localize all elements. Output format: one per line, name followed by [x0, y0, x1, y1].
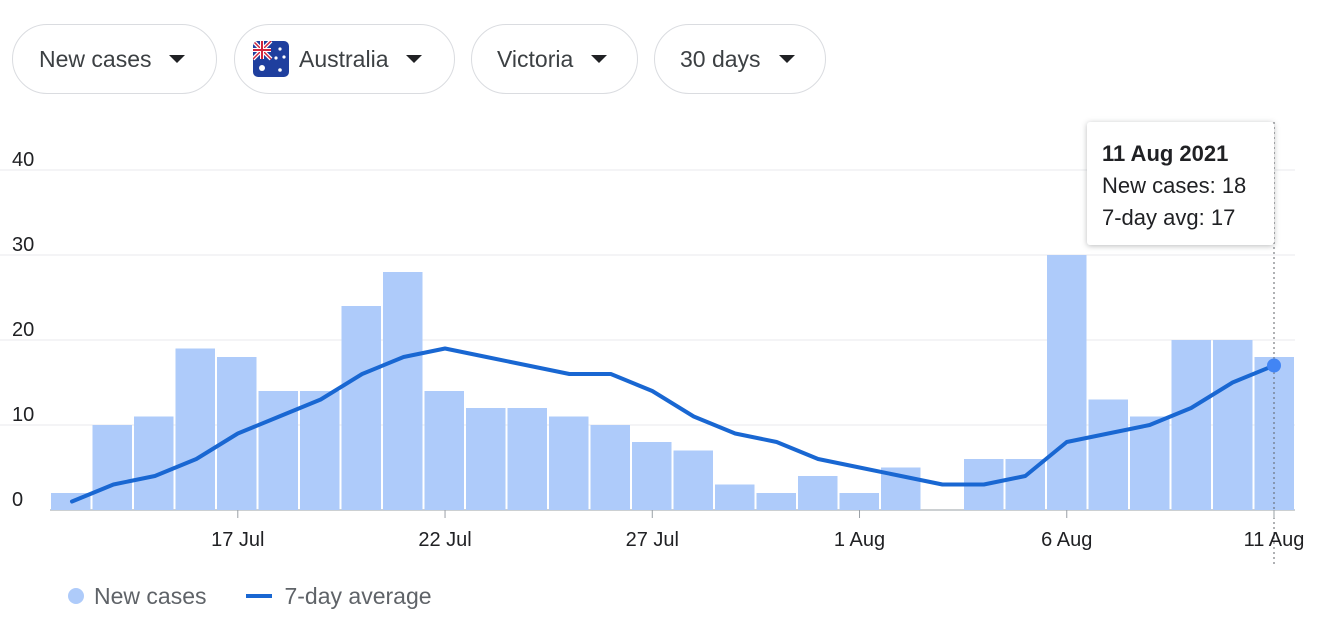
- chevron-down-icon: [778, 55, 795, 63]
- bar-new-cases: [175, 348, 215, 510]
- chevron-down-icon: [591, 55, 608, 63]
- legend-item-average: 7-day average: [246, 582, 432, 610]
- y-axis-ticks: 0 10 20 30 40: [12, 149, 34, 511]
- x-tick-label: 22 Jul: [418, 529, 471, 551]
- legend-label-new-cases: New cases: [94, 582, 207, 609]
- bar-new-cases: [1130, 416, 1170, 510]
- x-tick-label: 17 Jul: [211, 529, 264, 551]
- bar-new-cases: [466, 408, 506, 510]
- bar-new-cases: [300, 391, 340, 510]
- tooltip-average: 7-day avg: 17: [1102, 205, 1236, 230]
- bar-new-cases: [632, 442, 672, 510]
- legend-item-new-cases: New cases: [68, 583, 206, 610]
- region-dropdown-label: Victoria: [497, 45, 574, 72]
- country-dropdown-label: Australia: [299, 45, 389, 72]
- bar-new-cases: [839, 493, 879, 510]
- bar-new-cases: [424, 391, 464, 510]
- bar-new-cases: [1047, 255, 1087, 510]
- x-tick-label: 6 Aug: [1041, 529, 1092, 551]
- australia-flag-icon: [253, 41, 289, 77]
- period-dropdown[interactable]: 30 days: [654, 24, 826, 94]
- bar-new-cases: [507, 408, 547, 510]
- bar-new-cases: [673, 450, 713, 510]
- y-tick-label: 10: [12, 404, 34, 426]
- tooltip-date: 11 Aug 2021: [1102, 141, 1229, 166]
- highlight-point: [1267, 358, 1281, 373]
- region-dropdown[interactable]: Victoria: [471, 24, 638, 94]
- average-line: [70, 346, 1276, 504]
- y-tick-label: 30: [12, 234, 34, 256]
- metric-dropdown[interactable]: New cases: [12, 24, 217, 94]
- seven-day-average-line: [70, 122, 1281, 565]
- chevron-down-icon: [169, 55, 186, 63]
- bar-new-cases: [1088, 399, 1128, 510]
- bar-new-cases: [383, 272, 423, 510]
- bar-new-cases: [715, 484, 755, 510]
- bar-new-cases: [92, 425, 132, 510]
- bar-new-cases: [549, 416, 589, 510]
- chart-legend: New cases 7-day average: [68, 580, 472, 612]
- legend-line-icon: [246, 594, 273, 598]
- data-tooltip: 11 Aug 2021 New cases: 18 7-day avg: 17: [1087, 122, 1274, 245]
- tooltip-cases: New cases: 18: [1102, 173, 1247, 198]
- x-axis-ticks: 17 Jul 22 Jul 27 Jul 1 Aug 6 Aug 11 Aug: [211, 510, 1304, 551]
- legend-dot-icon: [68, 588, 84, 604]
- bar-new-cases: [1213, 340, 1253, 510]
- y-tick-label: 20: [12, 319, 34, 341]
- bar-new-cases: [1171, 340, 1211, 510]
- x-tick-label: 27 Jul: [626, 529, 679, 551]
- legend-label-average: 7-day average: [284, 582, 432, 609]
- bar-new-cases: [590, 425, 630, 510]
- bar-new-cases: [258, 391, 298, 510]
- x-tick-label: 1 Aug: [834, 529, 885, 551]
- chevron-down-icon: [406, 55, 423, 63]
- new-cases-bars: [51, 255, 1294, 510]
- bar-new-cases: [798, 476, 838, 510]
- metric-dropdown-label: New cases: [39, 45, 152, 72]
- y-tick-label: 0: [12, 489, 23, 511]
- country-dropdown[interactable]: Australia: [234, 24, 455, 94]
- period-dropdown-label: 30 days: [680, 45, 761, 72]
- x-tick-label: 11 Aug: [1244, 529, 1305, 551]
- bar-new-cases: [756, 493, 796, 510]
- bar-new-cases: [134, 416, 174, 510]
- y-tick-label: 40: [12, 149, 34, 171]
- bar-new-cases: [341, 306, 381, 510]
